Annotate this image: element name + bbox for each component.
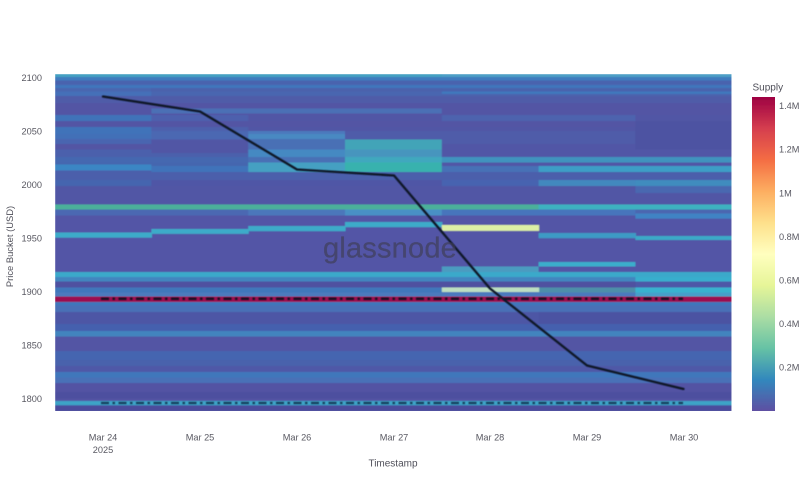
svg-text:Mar 24: Mar 24 <box>89 433 118 443</box>
svg-text:Supply: Supply <box>753 83 784 94</box>
svg-text:1.2M: 1.2M <box>779 145 799 155</box>
svg-text:1900: 1900 <box>22 287 42 297</box>
svg-text:Mar 30: Mar 30 <box>670 433 699 443</box>
svg-text:Timestamp: Timestamp <box>368 459 418 470</box>
svg-text:Mar 26: Mar 26 <box>283 433 312 443</box>
svg-text:Mar 27: Mar 27 <box>380 433 409 443</box>
svg-text:1.4M: 1.4M <box>779 101 799 111</box>
svg-text:Mar 29: Mar 29 <box>573 433 602 443</box>
svg-text:1950: 1950 <box>22 234 42 244</box>
svg-text:1M: 1M <box>779 188 792 198</box>
svg-text:1850: 1850 <box>22 341 42 351</box>
svg-text:glassnode: glassnode <box>323 233 457 265</box>
svg-text:Price Bucket (USD): Price Bucket (USD) <box>4 206 15 287</box>
svg-text:2050: 2050 <box>22 127 42 137</box>
svg-text:0.8M: 0.8M <box>779 232 799 242</box>
svg-text:2025: 2025 <box>93 445 113 455</box>
svg-text:1800: 1800 <box>22 394 42 404</box>
svg-text:0.6M: 0.6M <box>779 276 799 286</box>
svg-text:2000: 2000 <box>22 180 42 190</box>
svg-text:2100: 2100 <box>22 73 42 83</box>
svg-text:0.4M: 0.4M <box>779 319 799 329</box>
svg-text:Mar 28: Mar 28 <box>476 433 505 443</box>
svg-text:0.2M: 0.2M <box>779 363 799 373</box>
svg-text:Mar 25: Mar 25 <box>186 433 215 443</box>
